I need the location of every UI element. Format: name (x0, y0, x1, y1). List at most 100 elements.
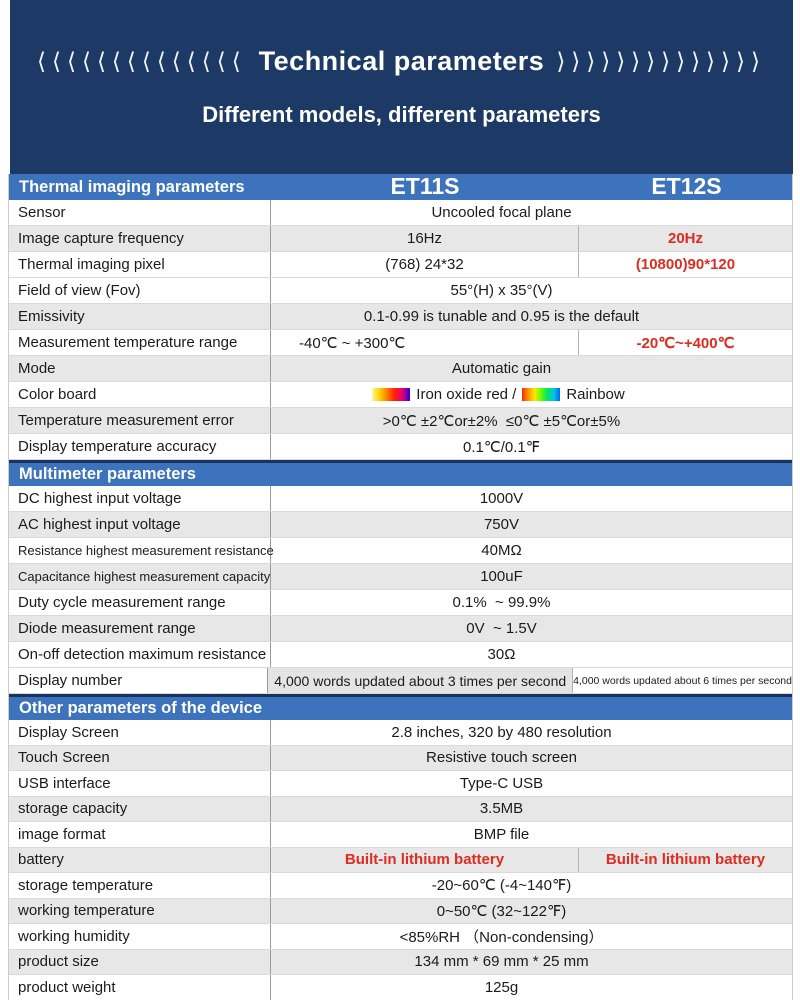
param-label: Display temperature accuracy (9, 434, 271, 459)
param-value: 20Hz (667, 230, 704, 247)
param-label: Mode (9, 356, 271, 381)
param-label: storage temperature (9, 873, 271, 898)
table-row: Field of view (Fov) 55°(H) x 35°(V) (9, 278, 792, 304)
section-header-multimeter-parameters: Multimeter parameters (9, 460, 792, 486)
param-value: <85%RH （Non-condensing） (399, 928, 604, 946)
table-row: working humidity <85%RH （Non-condensing） (9, 924, 792, 950)
table-row: Color board Iron oxide red / Rainbow (9, 382, 792, 408)
param-value: (768) 24*32 (271, 252, 579, 277)
param-label: working temperature (9, 898, 271, 923)
table-row: On-off detection maximum resistance 30Ω (9, 642, 792, 668)
param-value: Built-in lithium battery (271, 847, 579, 872)
table-row: Measurement temperature range -40℃ ~ +300… (9, 330, 792, 356)
param-label: AC highest input voltage (9, 512, 271, 537)
param-value: 100uF (480, 568, 523, 585)
param-value: 55°(H) x 35°(V) (450, 282, 553, 299)
param-label: Color board (9, 382, 271, 407)
chevrons-right-icon: ⟩⟩⟩⟩⟩⟩⟩⟩⟩⟩⟩⟩⟩⟩ (556, 48, 766, 74)
param-value: BMP file (473, 825, 530, 843)
table-row: Emissivity 0.1-0.99 is tunable and 0.95 i… (9, 304, 792, 330)
param-value: 125g (484, 978, 519, 996)
param-label: Diode measurement range (9, 616, 271, 641)
param-label: Resistance highest measurement resistanc… (9, 538, 274, 563)
table-row: DC highest input voltage 1000V (9, 486, 792, 512)
param-label: Temperature measurement error (9, 408, 271, 433)
table-row: product weight 125g (9, 975, 792, 1000)
param-value: 2.8 inches, 320 by 480 resolution (391, 723, 612, 741)
param-label: battery (9, 847, 271, 872)
table-row: Touch Screen Resistive touch screen (9, 745, 792, 771)
param-label: working humidity (9, 924, 271, 949)
param-value: 30Ω (487, 646, 516, 663)
param-value: Built-in lithium battery (605, 851, 766, 869)
section-header-thermal-imaging-parameters: Thermal imaging parameters ET11S ET12S (9, 174, 792, 200)
param-label: Duty cycle measurement range (9, 590, 271, 615)
param-label: image format (9, 822, 271, 847)
param-label: On-off detection maximum resistance (9, 642, 271, 667)
table-row: USB interface Type-C USB (9, 771, 792, 797)
table-row: image format BMP file (9, 822, 792, 848)
param-value: -40℃ ~ +300℃ (271, 330, 579, 355)
param-value: Automatic gain (451, 360, 552, 377)
page-title: Technical parameters (258, 46, 545, 76)
param-value: Type-C USB (459, 774, 544, 792)
hero-banner: ⟨⟨⟨⟨⟨⟨⟨⟨⟨⟨⟨⟨⟨⟨ Technical parameters ⟩⟩⟩⟩… (10, 0, 793, 174)
param-label: USB interface (9, 771, 271, 796)
param-label: product size (9, 949, 271, 974)
param-label: Display number (9, 668, 269, 693)
param-value: 4,000 words updated about 6 times per se… (573, 674, 792, 687)
rainbow-label: Rainbow (566, 386, 625, 403)
section-title: Other parameters of the device (19, 699, 263, 717)
table-row: Resistance highest measurement resistanc… (9, 538, 792, 564)
param-value: 0.1% ~ 99.9% (452, 594, 551, 611)
param-label: DC highest input voltage (9, 486, 271, 511)
table-row: AC highest input voltage 750V (9, 512, 792, 538)
section-header-other-parameters-of-the-device: Other parameters of the device (9, 694, 792, 720)
column-header-et11s: ET11S (390, 173, 460, 199)
section-title: Thermal imaging parameters (19, 177, 245, 196)
table-row: Capacitance highest measurement capacity… (9, 564, 792, 590)
table-row: Temperature measurement error >0℃ ±2℃or±2… (9, 408, 792, 434)
table-row: Display temperature accuracy 0.1℃/0.1℉ (9, 434, 792, 460)
section-title: Multimeter parameters (19, 465, 196, 483)
page-subtitle: Different models, different parameters (202, 102, 601, 127)
rainbow-gradient-swatch (522, 388, 561, 401)
iron-oxide-gradient-swatch (372, 388, 411, 401)
param-label: Touch Screen (9, 745, 271, 770)
param-value: 750V (483, 516, 520, 533)
column-header-et12s: ET12S (651, 173, 722, 199)
iron-oxide-label: Iron oxide red / (416, 386, 517, 403)
param-value: 16Hz (271, 226, 579, 251)
chevrons-left-icon: ⟨⟨⟨⟨⟨⟨⟨⟨⟨⟨⟨⟨⟨⟨ (37, 48, 247, 74)
table-row: Display Screen 2.8 inches, 320 by 480 res… (9, 720, 792, 746)
param-value: 1000V (479, 490, 524, 507)
param-value: 4,000 words updated about 3 times per se… (268, 668, 574, 693)
param-label: Capacitance highest measurement capacity (9, 564, 271, 589)
param-label: Emissivity (9, 304, 271, 329)
table-row: Sensor Uncooled focal plane (9, 200, 792, 226)
table-row: product size 134 mm * 69 mm * 25 mm (9, 949, 792, 975)
param-label: Image capture frequency (9, 226, 271, 251)
table-row: storage capacity 3.5MB (9, 796, 792, 822)
param-label: product weight (9, 975, 271, 1000)
table-row: Mode Automatic gain (9, 356, 792, 382)
colorboard: Iron oxide red / Rainbow (271, 382, 792, 407)
param-value: Uncooled focal plane (431, 204, 572, 221)
table-row: working temperature 0~50℃ (32~122℉) (9, 898, 792, 924)
table-row: battery Built-in lithium battery Built-in … (9, 847, 792, 873)
param-value: (10800)90*120 (635, 256, 736, 273)
param-value: >0℃ ±2℃or±2% ≤0℃ ±5℃or±5% (382, 412, 621, 430)
param-value: 0.1℃/0.1℉ (463, 438, 540, 456)
table-row: Thermal imaging pixel (768) 24*32 (10800)9… (9, 252, 792, 278)
table-row: Duty cycle measurement range 0.1% ~ 99.9% (9, 590, 792, 616)
param-value: 0V ~ 1.5V (466, 620, 537, 637)
param-label: Field of view (Fov) (9, 278, 271, 303)
param-value: -20℃~+400℃ (636, 334, 735, 352)
spec-table: Thermal imaging parameters ET11S ET12S Sens… (8, 174, 793, 1000)
param-label: Thermal imaging pixel (9, 252, 271, 277)
param-value: 0.1-0.99 is tunable and 0.95 is the defa… (363, 308, 640, 325)
table-row: Display number 4,000 words updated about … (9, 668, 792, 694)
param-value: 134 mm * 69 mm * 25 mm (414, 953, 589, 971)
param-label: storage capacity (9, 796, 271, 821)
